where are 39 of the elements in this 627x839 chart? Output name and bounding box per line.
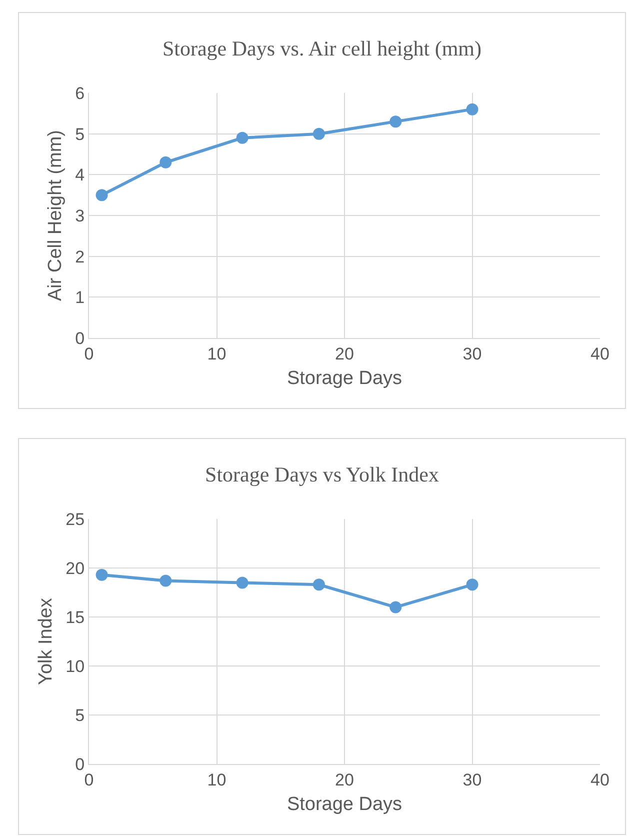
x-tick-label: 40: [590, 344, 610, 364]
x-tick-label: 40: [590, 770, 610, 790]
point: [390, 601, 402, 614]
x-tick-label: 30: [462, 344, 482, 364]
y-tick-label: 4: [75, 166, 85, 185]
x-axis-title: Storage Days: [286, 794, 402, 816]
y-axis-title: Yolk Index: [36, 598, 57, 685]
x-tick-label: 20: [335, 344, 354, 364]
y-tick-label: 0: [75, 328, 85, 348]
y-tick-label: 6: [75, 84, 85, 103]
point: [312, 128, 325, 140]
x-tick-label: 30: [462, 770, 482, 790]
x-tick-label: 20: [335, 770, 354, 790]
y-tick-label: 2: [75, 247, 85, 266]
x-axis-title: Storage Days: [286, 368, 402, 390]
y-tick-label: 5: [75, 706, 85, 725]
point: [390, 116, 402, 128]
point: [236, 576, 248, 589]
chart-title: Storage Days vs. Air cell height (mm): [162, 36, 482, 60]
y-tick-label: 15: [66, 608, 85, 627]
y-tick-label: 5: [75, 124, 85, 144]
point: [160, 156, 172, 168]
point: [160, 574, 172, 587]
point: [236, 132, 248, 144]
y-tick-label: 20: [66, 558, 85, 578]
chart-title: Storage Days vs Yolk Index: [205, 462, 440, 486]
x-tick-label: 10: [207, 344, 226, 364]
y-tick-label: 10: [66, 656, 85, 676]
point: [466, 103, 478, 116]
point: [96, 568, 108, 581]
point: [96, 189, 108, 202]
y-tick-label: 1: [75, 288, 85, 308]
point: [312, 578, 325, 591]
y-tick-label: 0: [75, 754, 85, 774]
y-tick-label: 25: [66, 510, 85, 529]
y-axis-title: Air Cell Height (mm): [44, 130, 66, 302]
x-tick-label: 10: [207, 770, 226, 790]
point: [466, 578, 478, 591]
y-tick-label: 3: [75, 206, 85, 226]
